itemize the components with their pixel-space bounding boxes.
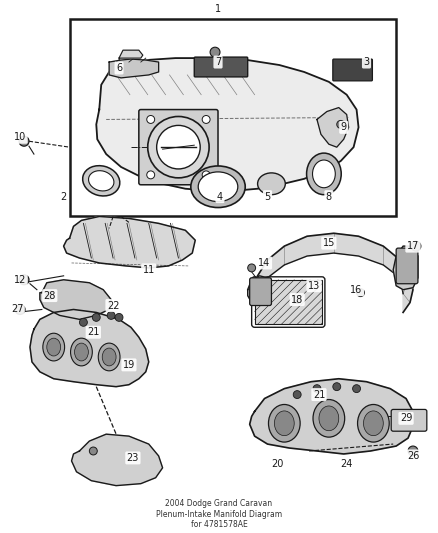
Bar <box>70 19 396 216</box>
Polygon shape <box>317 108 349 147</box>
Text: 21: 21 <box>87 327 99 337</box>
Text: 6: 6 <box>116 63 122 73</box>
Circle shape <box>293 296 301 303</box>
Circle shape <box>147 171 155 179</box>
Text: 3: 3 <box>364 57 370 67</box>
Ellipse shape <box>83 166 120 196</box>
Text: 15: 15 <box>323 238 335 248</box>
Ellipse shape <box>275 411 294 435</box>
Circle shape <box>46 292 54 300</box>
Polygon shape <box>393 246 418 289</box>
Ellipse shape <box>313 400 345 437</box>
Polygon shape <box>71 434 162 486</box>
Polygon shape <box>64 216 195 268</box>
Polygon shape <box>109 59 159 78</box>
Circle shape <box>202 116 210 124</box>
Circle shape <box>107 311 115 319</box>
Polygon shape <box>248 276 269 305</box>
Ellipse shape <box>88 171 114 191</box>
Circle shape <box>408 446 418 456</box>
Text: 29: 29 <box>400 413 412 423</box>
Polygon shape <box>40 280 111 319</box>
Polygon shape <box>258 233 413 312</box>
Ellipse shape <box>307 153 341 195</box>
Circle shape <box>202 171 210 179</box>
Text: 10: 10 <box>14 132 26 142</box>
Circle shape <box>115 313 123 321</box>
Ellipse shape <box>148 117 209 178</box>
Circle shape <box>337 120 345 128</box>
Circle shape <box>210 47 220 57</box>
Bar <box>254 280 322 324</box>
Text: 4: 4 <box>217 192 223 201</box>
Text: 2: 2 <box>60 192 67 201</box>
Ellipse shape <box>191 166 245 207</box>
Text: 22: 22 <box>107 301 120 311</box>
Ellipse shape <box>268 405 300 442</box>
Ellipse shape <box>71 338 92 366</box>
Text: 5: 5 <box>265 192 271 201</box>
Ellipse shape <box>74 343 88 361</box>
FancyBboxPatch shape <box>139 110 218 185</box>
Ellipse shape <box>47 338 60 356</box>
Circle shape <box>19 136 29 146</box>
Text: 17: 17 <box>407 241 419 251</box>
Polygon shape <box>250 379 413 454</box>
Text: 24: 24 <box>340 459 353 469</box>
Circle shape <box>147 116 155 124</box>
Text: 8: 8 <box>326 192 332 201</box>
Ellipse shape <box>313 160 335 188</box>
Ellipse shape <box>319 406 339 431</box>
Ellipse shape <box>98 343 120 371</box>
FancyBboxPatch shape <box>194 57 248 77</box>
Text: 23: 23 <box>127 453 139 463</box>
FancyBboxPatch shape <box>396 248 418 284</box>
Ellipse shape <box>364 411 383 435</box>
Text: 21: 21 <box>313 390 325 400</box>
Circle shape <box>19 275 29 285</box>
Polygon shape <box>119 50 143 58</box>
FancyBboxPatch shape <box>391 409 427 431</box>
Circle shape <box>92 313 100 321</box>
Text: 20: 20 <box>271 459 283 469</box>
Text: 11: 11 <box>143 265 155 275</box>
Circle shape <box>15 304 25 314</box>
Text: 16: 16 <box>350 285 363 295</box>
Text: 18: 18 <box>291 295 303 304</box>
FancyBboxPatch shape <box>250 278 272 305</box>
Text: 2004 Dodge Grand Caravan
Plenum-Intake Manifold Diagram
for 4781578AE: 2004 Dodge Grand Caravan Plenum-Intake M… <box>156 499 282 529</box>
Text: 12: 12 <box>14 275 26 285</box>
Ellipse shape <box>198 172 238 201</box>
Text: 14: 14 <box>258 258 271 268</box>
Circle shape <box>411 241 421 251</box>
Circle shape <box>333 383 341 391</box>
Circle shape <box>357 289 364 296</box>
Ellipse shape <box>102 348 116 366</box>
Circle shape <box>79 318 87 326</box>
Circle shape <box>248 264 256 272</box>
Circle shape <box>313 385 321 393</box>
Text: 28: 28 <box>43 290 56 301</box>
Circle shape <box>89 447 97 455</box>
Text: 9: 9 <box>341 123 347 132</box>
Text: 13: 13 <box>308 281 320 290</box>
Polygon shape <box>30 310 149 386</box>
Circle shape <box>353 385 360 393</box>
Circle shape <box>293 391 301 399</box>
Ellipse shape <box>157 125 200 169</box>
Ellipse shape <box>43 333 65 361</box>
Text: 7: 7 <box>215 57 221 67</box>
Text: 1: 1 <box>215 4 221 14</box>
Ellipse shape <box>258 173 285 195</box>
FancyBboxPatch shape <box>333 59 372 81</box>
Text: 27: 27 <box>11 304 23 314</box>
Polygon shape <box>96 58 359 191</box>
Ellipse shape <box>357 405 389 442</box>
Text: 19: 19 <box>123 360 135 370</box>
Text: 26: 26 <box>407 451 419 461</box>
